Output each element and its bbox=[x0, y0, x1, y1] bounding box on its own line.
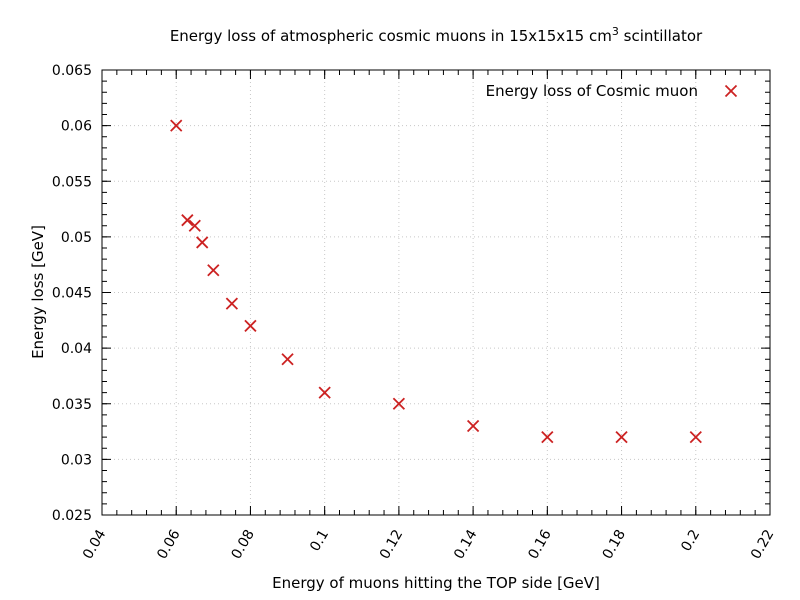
x-tick-label: 0.06 bbox=[154, 527, 183, 562]
marker-stroke bbox=[392, 397, 406, 410]
legend-marker-cross bbox=[724, 84, 738, 98]
marker-stroke bbox=[207, 264, 220, 277]
data-point bbox=[196, 236, 209, 249]
y-tick-label: 0.045 bbox=[52, 286, 92, 302]
x-tick-label: 0.18 bbox=[600, 527, 629, 562]
marker-stroke bbox=[188, 219, 201, 232]
data-point bbox=[466, 419, 480, 433]
marker-stroke bbox=[225, 297, 239, 310]
data-point bbox=[225, 297, 239, 310]
chart-title-suffix: scintillator bbox=[619, 27, 703, 45]
y-tick-label: 0.025 bbox=[52, 508, 92, 524]
legend: Energy loss of Cosmic muon bbox=[486, 82, 738, 100]
x-tick-label: 0.14 bbox=[451, 527, 480, 562]
y-tick-labels: 0.025 0.03 0.035 0.04 0.045 0.05 0.055 0.06 0.06… bbox=[52, 63, 92, 524]
marker-stroke bbox=[181, 214, 194, 227]
data-point bbox=[181, 214, 194, 227]
x-tick-label: 0.12 bbox=[377, 527, 406, 562]
y-axis-title: Energy loss [GeV] bbox=[29, 225, 47, 359]
marker-stroke bbox=[170, 119, 183, 132]
y-tick-label: 0.055 bbox=[52, 174, 92, 190]
chart-title: Energy loss of atmospheric cosmic muons … bbox=[170, 25, 703, 45]
data-point bbox=[689, 430, 702, 444]
marker-stroke bbox=[281, 353, 294, 366]
x-tick-label: 0.2 bbox=[678, 527, 703, 554]
y-tick-label: 0.065 bbox=[52, 63, 92, 79]
legend-label: Energy loss of Cosmic muon bbox=[486, 82, 698, 100]
x-tick-labels: 0.04 0.06 0.08 0.1 0.12 0.14 0.16 0.18 0.2 0.22 bbox=[80, 527, 777, 562]
data-point bbox=[615, 430, 628, 444]
x-tick-label: 0.04 bbox=[80, 527, 109, 562]
plot-frame bbox=[101, 69, 771, 516]
x-tick-label: 0.1 bbox=[307, 527, 332, 554]
data-point bbox=[207, 264, 220, 277]
marker-stroke bbox=[541, 430, 554, 444]
legend-marker bbox=[724, 84, 738, 98]
chart-title-sup: 3 bbox=[612, 25, 619, 38]
data-points bbox=[170, 119, 702, 444]
grid bbox=[102, 70, 770, 515]
marker-stroke bbox=[244, 319, 257, 333]
data-point bbox=[318, 386, 331, 399]
x-tick-label: 0.08 bbox=[228, 527, 257, 562]
y-tick-label: 0.04 bbox=[61, 341, 92, 357]
chart-title-prefix: Energy loss of atmospheric cosmic muons … bbox=[170, 27, 612, 45]
y-tick-label: 0.05 bbox=[61, 230, 92, 246]
marker-stroke bbox=[724, 84, 738, 98]
data-point bbox=[392, 397, 406, 410]
data-point bbox=[281, 353, 294, 366]
marker-stroke bbox=[196, 236, 209, 249]
data-point bbox=[541, 430, 554, 444]
y-tick-label: 0.035 bbox=[52, 397, 92, 413]
data-point bbox=[188, 219, 201, 232]
marker-stroke bbox=[318, 386, 331, 399]
marker-stroke bbox=[689, 430, 702, 444]
x-tick-label: 0.16 bbox=[525, 527, 554, 562]
y-tick-label: 0.06 bbox=[61, 119, 92, 135]
y-tick-label: 0.03 bbox=[61, 452, 92, 468]
data-point bbox=[170, 119, 183, 132]
marker-stroke bbox=[466, 419, 480, 433]
x-axis-title: Energy of muons hitting the TOP side [Ge… bbox=[272, 574, 600, 592]
x-tick-label: 0.22 bbox=[748, 527, 777, 562]
data-point bbox=[244, 319, 257, 333]
marker-stroke bbox=[615, 430, 628, 444]
